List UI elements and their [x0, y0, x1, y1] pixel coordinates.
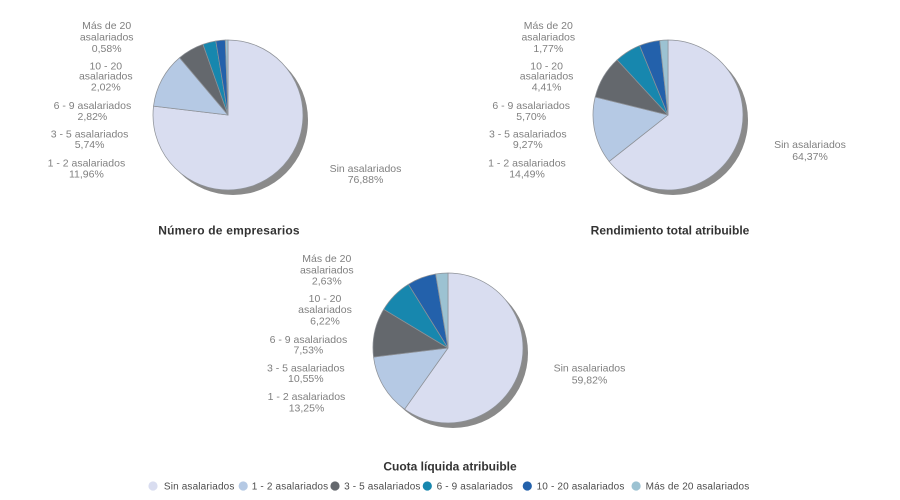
svg-text:3 - 5 asalariados: 3 - 5 asalariados [267, 363, 345, 375]
svg-text:asalariados: asalariados [521, 31, 575, 43]
svg-text:Sin asalariados: Sin asalariados [774, 139, 846, 151]
svg-text:5,70%: 5,70% [516, 111, 546, 123]
svg-text:Sin asalariados: Sin asalariados [330, 163, 402, 175]
svg-text:11,96%: 11,96% [69, 169, 104, 181]
svg-text:1 - 2 asalariados: 1 - 2 asalariados [48, 158, 126, 170]
svg-text:3 - 5 asalariados: 3 - 5 asalariados [344, 482, 420, 493]
svg-text:Sin asalariados: Sin asalariados [164, 482, 235, 493]
svg-text:Más de 20: Más de 20 [82, 20, 131, 32]
svg-text:6 - 9 asalariados: 6 - 9 asalariados [437, 482, 513, 493]
svg-text:Cuota líquida atribuible: Cuota líquida atribuible [383, 459, 517, 473]
svg-text:10 - 20: 10 - 20 [89, 60, 122, 72]
svg-text:Sin asalariados: Sin asalariados [554, 362, 626, 374]
svg-text:10,55%: 10,55% [288, 373, 324, 385]
svg-text:4,41%: 4,41% [532, 82, 562, 94]
svg-text:asalariados: asalariados [520, 71, 574, 83]
svg-text:asalariados: asalariados [300, 264, 354, 276]
svg-text:2,02%: 2,02% [91, 82, 121, 94]
svg-text:1,77%: 1,77% [533, 43, 563, 55]
svg-text:5,74%: 5,74% [75, 139, 105, 151]
svg-text:1 - 2 asalariados: 1 - 2 asalariados [268, 391, 346, 403]
svg-text:6 - 9 asalariados: 6 - 9 asalariados [270, 334, 348, 346]
svg-text:10 - 20 asalariados: 10 - 20 asalariados [537, 482, 625, 493]
svg-text:1 - 2 asalariados: 1 - 2 asalariados [488, 158, 566, 170]
svg-text:Más de 20: Más de 20 [524, 20, 573, 32]
svg-text:2,82%: 2,82% [78, 111, 108, 123]
svg-text:3 - 5 asalariados: 3 - 5 asalariados [51, 128, 129, 140]
svg-text:Rendimiento total atribuible: Rendimiento total atribuible [591, 224, 750, 238]
svg-text:Más de 20: Más de 20 [302, 253, 351, 265]
svg-text:6 - 9 asalariados: 6 - 9 asalariados [54, 100, 132, 112]
svg-text:64,37%: 64,37% [792, 151, 828, 163]
svg-text:10 - 20: 10 - 20 [309, 293, 342, 305]
svg-text:asalariados: asalariados [80, 31, 134, 43]
svg-text:10 - 20: 10 - 20 [530, 60, 563, 72]
svg-text:6 - 9 asalariados: 6 - 9 asalariados [492, 100, 570, 112]
svg-text:1 - 2 asalariados: 1 - 2 asalariados [252, 482, 328, 493]
svg-text:0,58%: 0,58% [92, 43, 122, 55]
svg-text:13,25%: 13,25% [289, 403, 325, 415]
svg-text:Número de empresarios: Número de empresarios [158, 224, 300, 238]
svg-text:9,27%: 9,27% [513, 139, 543, 151]
svg-text:2,63%: 2,63% [312, 276, 342, 288]
svg-text:3 - 5 asalariados: 3 - 5 asalariados [489, 128, 567, 140]
svg-text:14,49%: 14,49% [509, 169, 545, 181]
svg-text:6,22%: 6,22% [310, 315, 340, 327]
svg-text:Más de 20 asalariados: Más de 20 asalariados [646, 482, 750, 493]
svg-text:7,53%: 7,53% [294, 345, 324, 357]
svg-text:76,88%: 76,88% [348, 174, 384, 186]
svg-text:asalariados: asalariados [79, 71, 133, 83]
svg-text:asalariados: asalariados [298, 304, 352, 316]
svg-text:59,82%: 59,82% [572, 374, 608, 386]
